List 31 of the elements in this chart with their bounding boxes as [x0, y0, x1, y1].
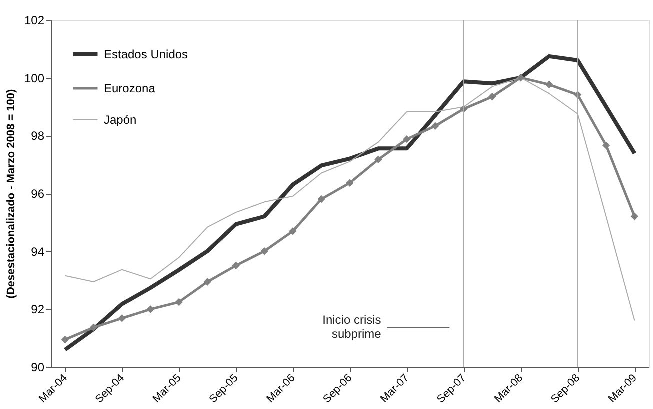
point	[630, 212, 639, 221]
legend-label: Eurozona	[104, 82, 156, 96]
point	[432, 122, 440, 130]
point	[318, 195, 326, 204]
y-tick-label: 102	[24, 14, 45, 28]
point	[516, 74, 525, 82]
y-tick-label: 100	[24, 71, 45, 86]
point	[204, 278, 212, 286]
point	[403, 136, 411, 144]
point	[545, 80, 554, 89]
point	[146, 306, 155, 314]
point	[260, 247, 268, 256]
y-tick-label: 94	[31, 244, 45, 259]
point	[488, 93, 496, 101]
point	[175, 298, 184, 306]
y-tick-label: 96	[31, 187, 45, 201]
point	[232, 262, 240, 270]
y-tick-label: 92	[31, 302, 45, 317]
legend-label: Japón	[104, 113, 137, 127]
annotation: Inicio crisis subprime	[322, 313, 382, 341]
y-axis-title: (Desestacionalizado - Marzo 2008 = 100)	[5, 88, 18, 299]
point	[61, 336, 70, 344]
point	[118, 314, 126, 322]
point	[90, 324, 98, 332]
legend-label: Estados Unidos	[104, 48, 188, 62]
point	[289, 228, 297, 236]
point	[602, 142, 610, 150]
point	[374, 156, 382, 164]
y-tick-label: 90	[31, 360, 45, 374]
point	[346, 179, 354, 187]
y-tick-label: 98	[31, 129, 45, 144]
